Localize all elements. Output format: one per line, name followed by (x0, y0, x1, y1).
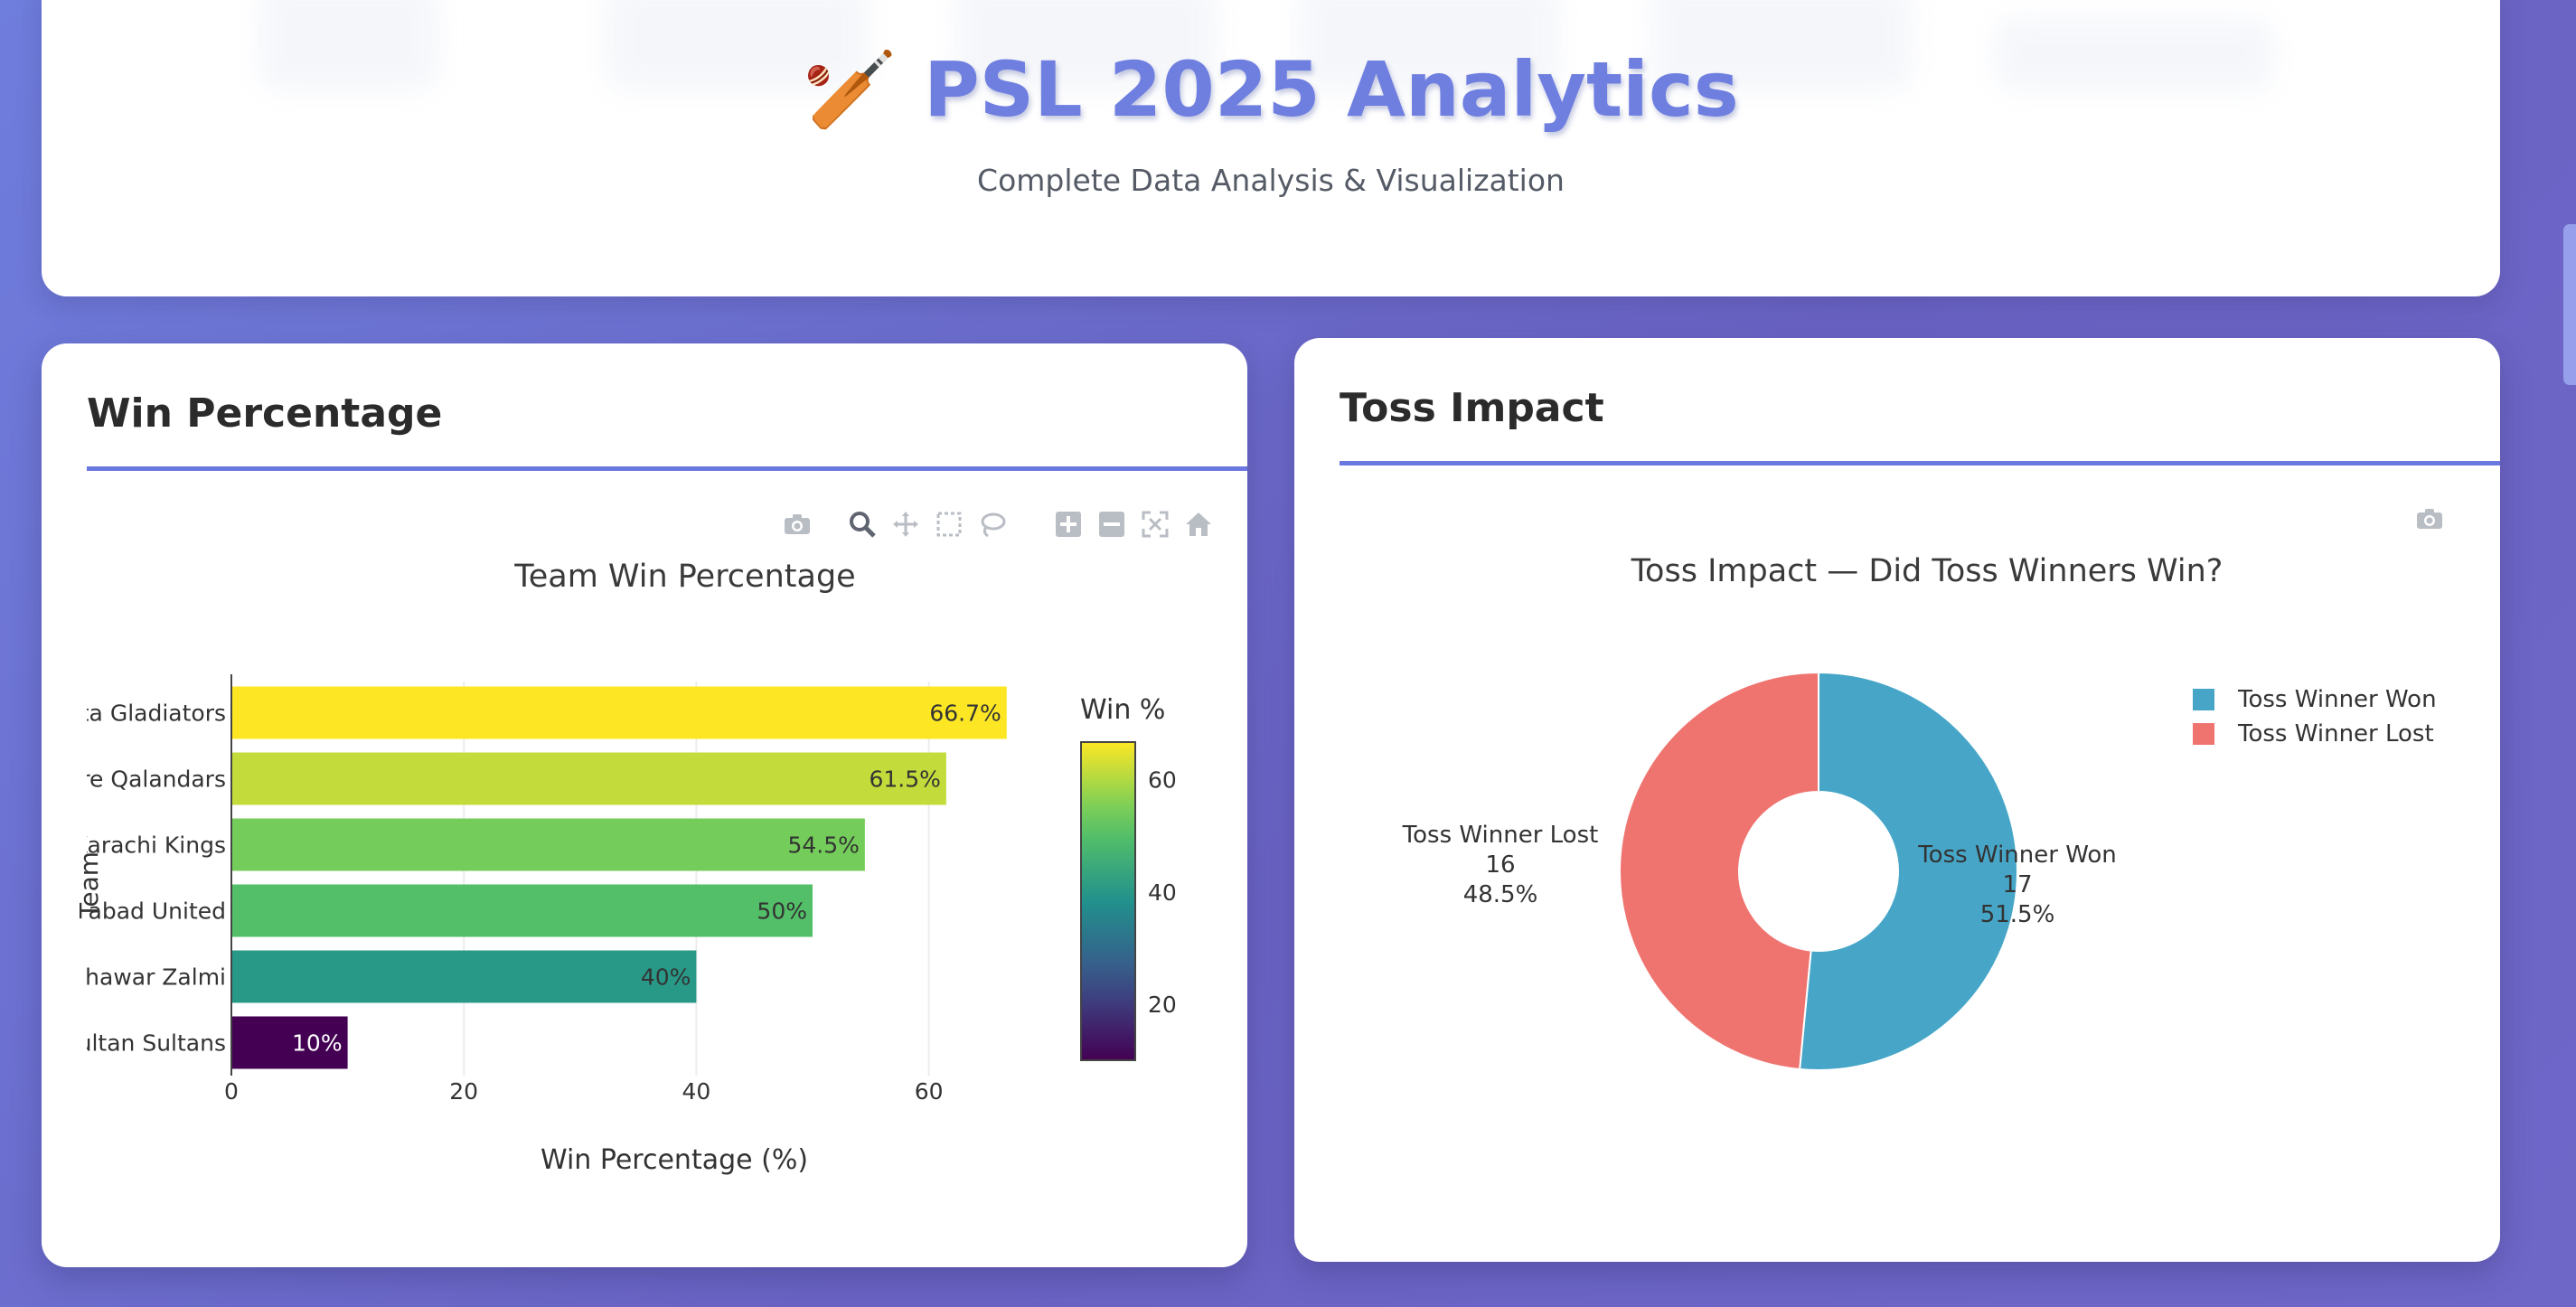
chart-title: Team Win Percentage (514, 559, 856, 595)
x-tick-label: 60 (915, 1078, 944, 1105)
bar[interactable] (231, 1016, 348, 1069)
card-heading: Win Percentage (87, 390, 443, 437)
page-title-text: PSL 2025 Analytics (924, 45, 1739, 134)
bar-data-label: 66.7% (929, 701, 1001, 727)
y-tick-label: Karachi Kings (73, 832, 226, 859)
autoscale-icon[interactable] (1141, 510, 1170, 539)
slice-data-label: 16 (1485, 851, 1515, 879)
y-tick-label: nabad United (74, 898, 226, 925)
nav-placeholder (954, 0, 1217, 90)
chart-title: Toss Impact — Did Toss Winners Win? (1631, 553, 2223, 589)
bar[interactable] (231, 884, 813, 937)
zoom-out-icon[interactable] (1097, 510, 1126, 539)
bar-data-label: 10% (292, 1030, 343, 1057)
bar[interactable] (231, 686, 1007, 739)
camera-icon[interactable] (783, 510, 812, 539)
slice-data-label: 17 (2002, 871, 2032, 898)
cricket-bat-icon: 🏏 (803, 45, 898, 134)
camera-icon[interactable] (2415, 504, 2444, 533)
y-tick-label: ultan Sultans (78, 1030, 226, 1057)
colorbar (1080, 741, 1136, 1061)
y-tick-label: ta Gladiators (80, 701, 226, 727)
x-tick-label: 40 (682, 1078, 710, 1105)
page-subtitle: Complete Data Analysis & Visualization (977, 163, 1565, 198)
bar[interactable] (231, 752, 946, 805)
y-tick-label: re Qalandars (80, 766, 226, 793)
bar-data-label: 40% (641, 964, 691, 991)
reset-axes-icon[interactable] (1184, 510, 1213, 539)
nav-placeholder (606, 0, 868, 90)
colorbar-tick-label: 60 (1148, 767, 1177, 794)
lasso-select-icon[interactable] (978, 510, 1007, 539)
legend-item-toss-winner-lost[interactable]: Toss Winner Lost (2193, 720, 2434, 748)
x-axis-title: Win Percentage (%) (540, 1144, 809, 1176)
bar[interactable] (231, 818, 865, 871)
header-banner: 🏏 PSL 2025 Analytics Complete Data Analy… (42, 0, 2500, 296)
bar-data-label: 54.5% (787, 832, 859, 859)
colorbar-title: Win % (1080, 694, 1166, 726)
legend-swatch (2193, 689, 2214, 710)
page-title: 🏏 PSL 2025 Analytics (42, 45, 2500, 135)
bar-data-label: 50% (757, 898, 807, 925)
box-select-icon[interactable] (935, 510, 964, 539)
pan-icon[interactable] (891, 510, 920, 539)
slice-data-label: 51.5% (1980, 901, 2055, 928)
legend-label: Toss Winner Lost (2238, 720, 2434, 748)
x-tick-label: 0 (224, 1078, 239, 1105)
zoom-icon[interactable] (848, 510, 877, 539)
win-percentage-chart: 66.7% ta Gladiators 61.5% re Qalandars 54.5%… (73, 674, 1177, 1105)
legend-item-toss-winner-won[interactable]: Toss Winner Won (2193, 686, 2437, 713)
slice-data-label: Toss Winner Lost (1402, 822, 1599, 849)
y-tick-label: shawar Zalmi (73, 964, 226, 991)
legend-swatch (2193, 723, 2214, 745)
nav-placeholder (1994, 18, 2274, 90)
card-heading: Toss Impact (1340, 385, 1604, 431)
slice-data-label: Toss Winner Won (1917, 842, 2117, 869)
slice-data-label: 48.5% (1463, 881, 1538, 908)
chart-modebar (783, 510, 1213, 539)
heading-divider (87, 466, 1247, 471)
scrollbar-thumb[interactable] (2563, 224, 2576, 385)
heading-divider (1340, 461, 2500, 465)
nav-placeholder (1298, 0, 1560, 90)
x-tick-label: 20 (449, 1078, 478, 1105)
pie-slice[interactable] (1798, 671, 2018, 1071)
bar-data-label: 61.5% (869, 766, 940, 793)
colorbar-tick-label: 20 (1148, 992, 1177, 1018)
zoom-in-icon[interactable] (1054, 510, 1083, 539)
legend-label: Toss Winner Won (2238, 686, 2437, 713)
y-axis-title: Team (74, 851, 104, 919)
pie-slice[interactable] (1619, 671, 1819, 1071)
nav-placeholder (259, 0, 439, 90)
colorbar-tick-label: 40 (1148, 879, 1177, 906)
win-percentage-card: Win Percentage Team Win Pe (42, 343, 1247, 1267)
bar[interactable] (231, 950, 697, 1003)
nav-placeholder (1650, 0, 1913, 90)
toss-impact-card: Toss Impact Toss Impact — Did Toss Winne… (1294, 338, 2500, 1262)
